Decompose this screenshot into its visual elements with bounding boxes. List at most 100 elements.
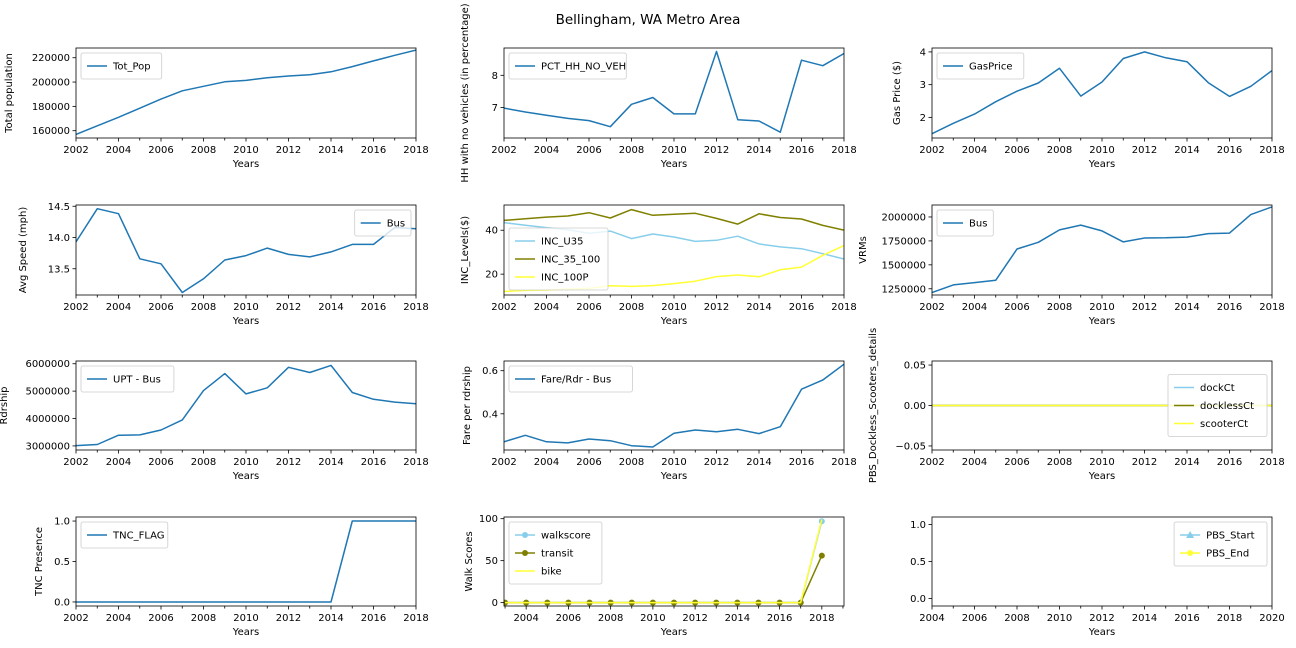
x-tick-label: 2016 [1174,613,1199,624]
x-tick-label: 2016 [1217,302,1242,313]
x-tick-label: 2002 [63,613,88,624]
y-tick-label: 0.6 [482,366,498,377]
x-tick-label: 2006 [962,613,987,624]
y-tick-label: 0.0 [910,594,926,605]
x-tick-label: 2018 [831,457,856,468]
subplot-vrms: 2002 2004 2006 2008 2010 2012 2014 2016 2018 1250… [858,204,1285,327]
x-tick-label: 2018 [1259,457,1284,468]
x-tick-label: 2010 [640,613,665,624]
x-tick-label: 2006 [1004,145,1029,156]
subplot-ridership: 2002 2004 2006 2008 2010 2012 2014 2016 2018 3000… [0,359,429,482]
legend-label: bike [541,567,562,578]
y-tick-label: 100 [479,514,498,525]
y-axis-label: VRMs [858,236,869,264]
plot-area [504,363,844,448]
x-axis-label: Years [660,627,687,638]
x-tick-label: 2008 [191,145,216,156]
x-tick-label: 2018 [809,613,834,624]
x-tick-label: 2014 [1174,302,1199,313]
x-tick-label: 2004 [919,613,944,624]
x-tick-label: 2002 [919,145,944,156]
x-tick-label: 2010 [661,145,686,156]
x-tick-label: 2012 [276,145,301,156]
legend-label: INC_100P [541,273,589,284]
legend-label: INC_35_100 [541,255,600,266]
legend: Bus [936,209,994,237]
x-tick-label: 2014 [1174,145,1199,156]
x-tick-label: 2010 [1089,302,1114,313]
x-axis-label: Years [1088,159,1115,170]
legend-frame [508,365,633,393]
legend-label: PCT_HH_NO_VEH [541,62,626,73]
x-tick-label: 2004 [962,457,987,468]
x-tick-label: 2014 [746,145,771,156]
x-tick-label: 2008 [619,302,644,313]
series-line-tnc-flag [76,520,416,603]
x-tick-label: 2014 [746,457,771,468]
legend-label: PBS_Start [1206,531,1255,542]
legend: walkscore transit bike [508,521,603,585]
legend-label: PBS_End [1206,549,1249,560]
y-tick-label: 4000000 [25,414,70,425]
legend-label: transit [541,549,573,560]
x-tick-label: 2012 [1089,613,1114,624]
figure-suptitle: Bellingham, WA Metro Area [556,12,741,28]
x-tick-label: 2006 [576,145,601,156]
legend: INC_U35 INC_35_100 INC_100P [508,227,609,291]
y-tick-label: 0.4 [482,409,498,420]
x-tick-label: 2008 [1047,302,1072,313]
legend: UPT - Bus [80,365,175,393]
x-tick-label: 2016 [789,145,814,156]
x-tick-label: 2012 [682,613,707,624]
legend-frame [508,521,603,585]
legend-frame [354,209,412,237]
x-tick-label: 2018 [403,613,428,624]
legend: dockCt docklessCt scooterCt [1167,374,1268,437]
subplot-gas-price: 2002 2004 2006 2008 2010 2012 2014 2016 2018 2 3 4 Y… [892,47,1285,170]
x-tick-label: 2002 [63,145,88,156]
y-tick-label: 1250000 [881,284,926,295]
y-tick-label: 2000000 [881,212,926,223]
legend-frame [80,52,163,80]
legend-label: Fare/Rdr - Bus [541,375,611,386]
y-axis-label: INC_Levels($) [460,216,471,284]
x-tick-label: 2014 [318,145,343,156]
x-tick-label: 2010 [661,302,686,313]
y-axis-label: PBS_Dockless_Scooters_details [868,328,879,483]
legend-frame [1167,374,1268,437]
subplot-no-vehicles: 2002 2004 2006 2008 2010 2012 2014 2016 2018 7 8 Ye… [460,3,857,182]
x-tick-label: 2016 [361,457,386,468]
y-tick-label: 2 [920,113,926,124]
x-axis-label: Years [1088,316,1115,327]
legend-frame [80,521,169,549]
y-axis-label: Gas Price ($) [892,61,903,125]
series-line-tot-pop [76,49,416,136]
legend-marker [1187,550,1194,556]
x-tick-label: 2012 [1132,145,1157,156]
y-tick-label: 1750000 [881,236,926,247]
x-tick-label: 2006 [148,457,173,468]
x-tick-label: 2016 [361,613,386,624]
x-tick-label: 2018 [1217,613,1242,624]
legend-frame [936,52,1025,80]
x-tick-label: 2016 [1217,145,1242,156]
subplot-income-levels: 2002 2004 2006 2008 2010 2012 2014 2016 2018 20 40… [460,204,857,327]
x-tick-label: 2004 [106,613,131,624]
x-tick-label: 2008 [1004,613,1029,624]
x-tick-label: 2004 [534,302,559,313]
legend: PBS_Start PBS_End [1173,521,1268,567]
x-tick-label: 2018 [403,145,428,156]
x-tick-label: 2012 [704,145,729,156]
legend-frame [80,365,175,393]
legend-label: TNC_FLAG [112,531,165,542]
y-tick-label: 40 [485,226,498,237]
legend-label: Bus [969,219,987,230]
y-axis-label: HH with no vehicles (in percentage) [460,3,471,182]
x-tick-label: 2008 [191,613,216,624]
y-tick-label: 0.05 [904,361,926,372]
x-tick-label: 2004 [106,457,131,468]
subplot-population: 2002 2004 2006 2008 2010 2012 2014 2016 2018 1600… [4,47,429,170]
y-tick-label: 14.0 [48,233,70,244]
legend-label: scooterCt [1200,419,1248,430]
